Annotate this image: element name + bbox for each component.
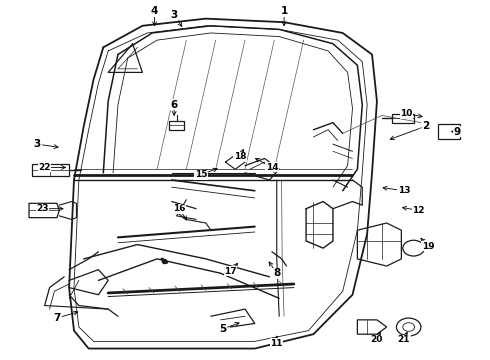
Text: 14: 14: [266, 163, 278, 172]
Text: 12: 12: [412, 206, 425, 215]
Text: 3: 3: [171, 10, 178, 20]
Text: 17: 17: [224, 267, 237, 276]
Text: 11: 11: [270, 339, 283, 348]
Text: 9: 9: [454, 127, 461, 136]
Text: 7: 7: [53, 313, 61, 323]
Text: 22: 22: [38, 163, 51, 172]
Text: 18: 18: [234, 152, 246, 161]
Text: 16: 16: [173, 204, 185, 213]
Text: 8: 8: [273, 268, 280, 278]
Text: 5: 5: [220, 324, 227, 334]
Text: 1: 1: [280, 6, 288, 17]
Text: 21: 21: [397, 335, 410, 344]
Text: 10: 10: [400, 109, 413, 118]
Text: 4: 4: [151, 6, 158, 17]
Text: 6: 6: [171, 100, 178, 110]
Text: 15: 15: [195, 170, 207, 179]
Text: 19: 19: [422, 242, 435, 251]
Text: 3: 3: [34, 139, 41, 149]
Text: 20: 20: [371, 335, 383, 344]
Text: 2: 2: [422, 121, 429, 131]
Text: 23: 23: [36, 204, 49, 213]
Text: 13: 13: [397, 186, 410, 195]
